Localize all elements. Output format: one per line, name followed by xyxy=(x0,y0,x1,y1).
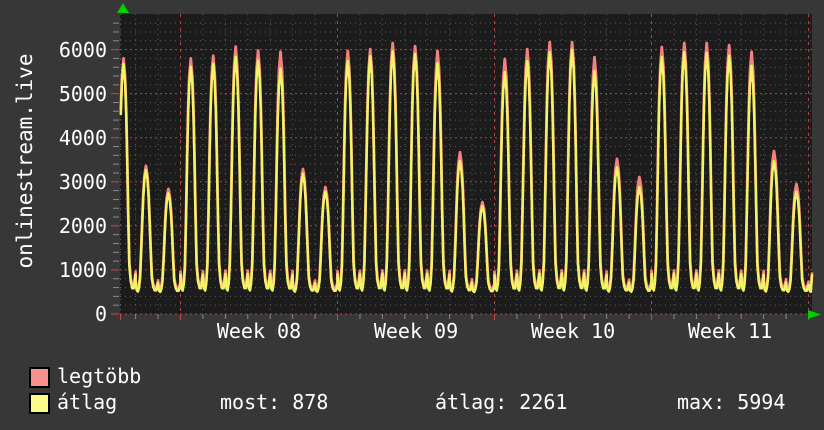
y-axis-title: onlinestream.live xyxy=(13,53,37,269)
y-tick-label: 5000 xyxy=(58,81,107,106)
x-week-label: Week 09 xyxy=(373,319,459,343)
legend-label-legtobb: legtöbb xyxy=(57,364,142,388)
stat-most: most: 878 xyxy=(220,390,329,414)
x-axis-arrow-icon xyxy=(808,310,821,319)
y-tick-label: 6000 xyxy=(58,37,107,62)
y-axis-arrow-icon xyxy=(117,3,129,13)
legend-swatch-atlag xyxy=(29,393,50,414)
stat-max: max: 5994 xyxy=(677,390,786,414)
y-tick-label: 4000 xyxy=(58,125,107,150)
legend-label-atlag: átlag xyxy=(57,390,118,414)
x-week-label: Week 08 xyxy=(216,319,302,343)
y-tick-label: 0 xyxy=(94,302,107,326)
y-tick-label: 2000 xyxy=(58,213,107,238)
x-week-label: Week 10 xyxy=(530,319,616,343)
y-tick-label: 3000 xyxy=(58,169,107,194)
series-line-atlag xyxy=(119,48,814,294)
stat-atlag: átlag: 2261 xyxy=(435,390,568,414)
y-tick-label: 1000 xyxy=(58,257,107,282)
x-week-label: Week 11 xyxy=(687,319,773,343)
legend-swatch-legtobb xyxy=(29,367,50,388)
